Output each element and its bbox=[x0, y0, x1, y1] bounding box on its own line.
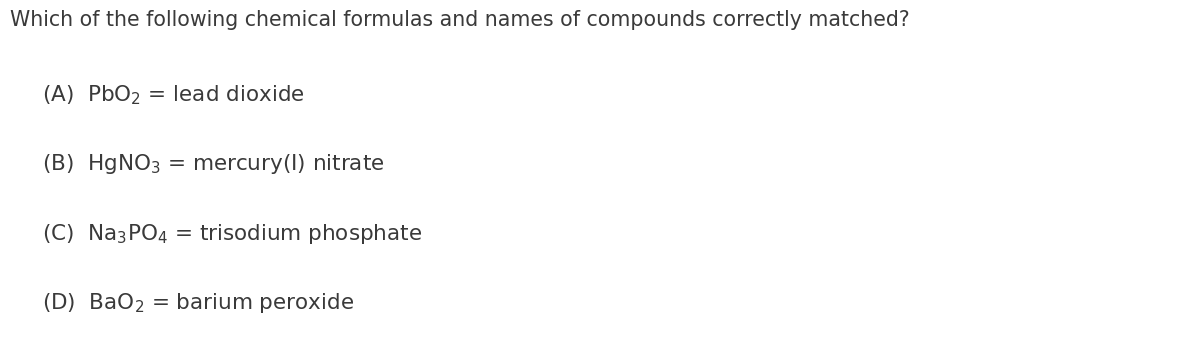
Text: (A)  PbO$_2$ = lead dioxide: (A) PbO$_2$ = lead dioxide bbox=[42, 83, 305, 107]
Text: (D)  BaO$_2$ = barium peroxide: (D) BaO$_2$ = barium peroxide bbox=[42, 291, 354, 315]
Text: (B)  HgNO$_3$ = mercury(I) nitrate: (B) HgNO$_3$ = mercury(I) nitrate bbox=[42, 152, 384, 176]
Text: (C)  Na$_3$PO$_4$ = trisodium phosphate: (C) Na$_3$PO$_4$ = trisodium phosphate bbox=[42, 221, 422, 246]
Text: Which of the following chemical formulas and names of compounds correctly matche: Which of the following chemical formulas… bbox=[10, 10, 910, 30]
